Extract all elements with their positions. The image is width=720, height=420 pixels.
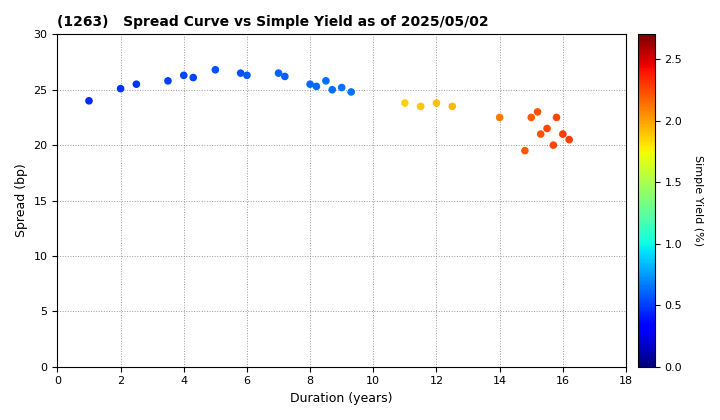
Point bbox=[279, 73, 291, 80]
Point bbox=[241, 72, 253, 79]
Point bbox=[310, 83, 322, 90]
Point bbox=[548, 142, 559, 149]
Point bbox=[326, 87, 338, 93]
Point bbox=[130, 81, 142, 87]
Point bbox=[557, 131, 569, 137]
Point bbox=[431, 100, 442, 106]
Point bbox=[535, 131, 546, 137]
Point bbox=[399, 100, 410, 106]
Point bbox=[446, 103, 458, 110]
Point bbox=[519, 147, 531, 154]
Point bbox=[526, 114, 537, 121]
Point bbox=[541, 125, 553, 132]
Point bbox=[187, 74, 199, 81]
Point bbox=[336, 84, 348, 91]
Point bbox=[532, 108, 544, 115]
X-axis label: Duration (years): Duration (years) bbox=[290, 392, 393, 405]
Point bbox=[114, 85, 126, 92]
Point bbox=[235, 70, 246, 76]
Text: (1263)   Spread Curve vs Simple Yield as of 2025/05/02: (1263) Spread Curve vs Simple Yield as o… bbox=[58, 15, 489, 29]
Point bbox=[273, 70, 284, 76]
Y-axis label: Simple Yield (%): Simple Yield (%) bbox=[693, 155, 703, 246]
Point bbox=[210, 66, 221, 73]
Point bbox=[563, 136, 575, 143]
Point bbox=[551, 114, 562, 121]
Point bbox=[494, 114, 505, 121]
Y-axis label: Spread (bp): Spread (bp) bbox=[15, 164, 28, 237]
Point bbox=[162, 78, 174, 84]
Point bbox=[178, 72, 189, 79]
Point bbox=[305, 81, 316, 87]
Point bbox=[84, 97, 95, 104]
Point bbox=[346, 89, 357, 95]
Point bbox=[320, 78, 332, 84]
Point bbox=[415, 103, 426, 110]
